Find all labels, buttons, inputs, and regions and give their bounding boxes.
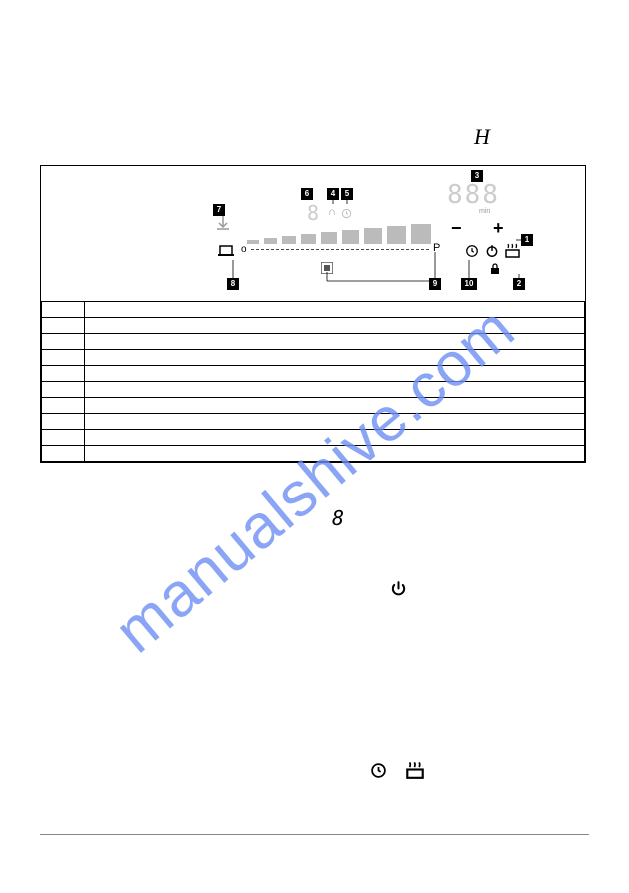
control-panel-diagram: 8 ∩ 888 min − + o P [41,166,585,301]
power-bars [247,216,437,246]
stop-icon [321,261,333,279]
label-2: 2 [513,278,525,290]
residual-heat-h: H [474,124,490,150]
table-row [42,366,585,382]
table-row [42,430,585,446]
table-row [42,414,585,430]
label-9: 9 [429,278,441,290]
footer-rule [40,834,589,835]
keepwarm-icon[interactable] [505,242,520,263]
table-row [42,382,585,398]
control-panel-box: 8 ∩ 888 min − + o P [40,165,586,463]
table-row [42,398,585,414]
pot-icon [217,242,235,261]
clock-icon-body [370,762,387,784]
table-row [42,350,585,366]
timer-icon[interactable] [465,244,479,263]
legend-table [41,301,585,462]
label-4: 4 [327,188,339,200]
table-row [42,446,585,462]
table-row [42,318,585,334]
table-row [42,334,585,350]
power-icon-body [390,580,407,602]
seg8-inline: 8 [332,506,344,530]
label-8: 8 [227,278,239,290]
keepwarm-icon-body [406,760,424,784]
plus-button[interactable]: + [493,218,504,239]
min-label: min [479,208,490,215]
label-5: 5 [341,188,353,200]
lower-icon [217,216,229,235]
label-1: 1 [521,234,533,246]
label-6: 6 [301,188,313,200]
large-7seg: 888 [447,180,500,210]
slider-o-label: o [241,244,247,255]
residual-heat-h-text: H [474,124,490,149]
minus-button[interactable]: − [451,218,462,239]
slider-track[interactable] [251,249,429,250]
label-10: 10 [461,278,477,290]
power-icon[interactable] [485,244,499,263]
label-3: 3 [471,170,483,182]
lock-icon[interactable] [489,262,501,280]
table-row [42,302,585,318]
label-7: 7 [213,204,225,216]
